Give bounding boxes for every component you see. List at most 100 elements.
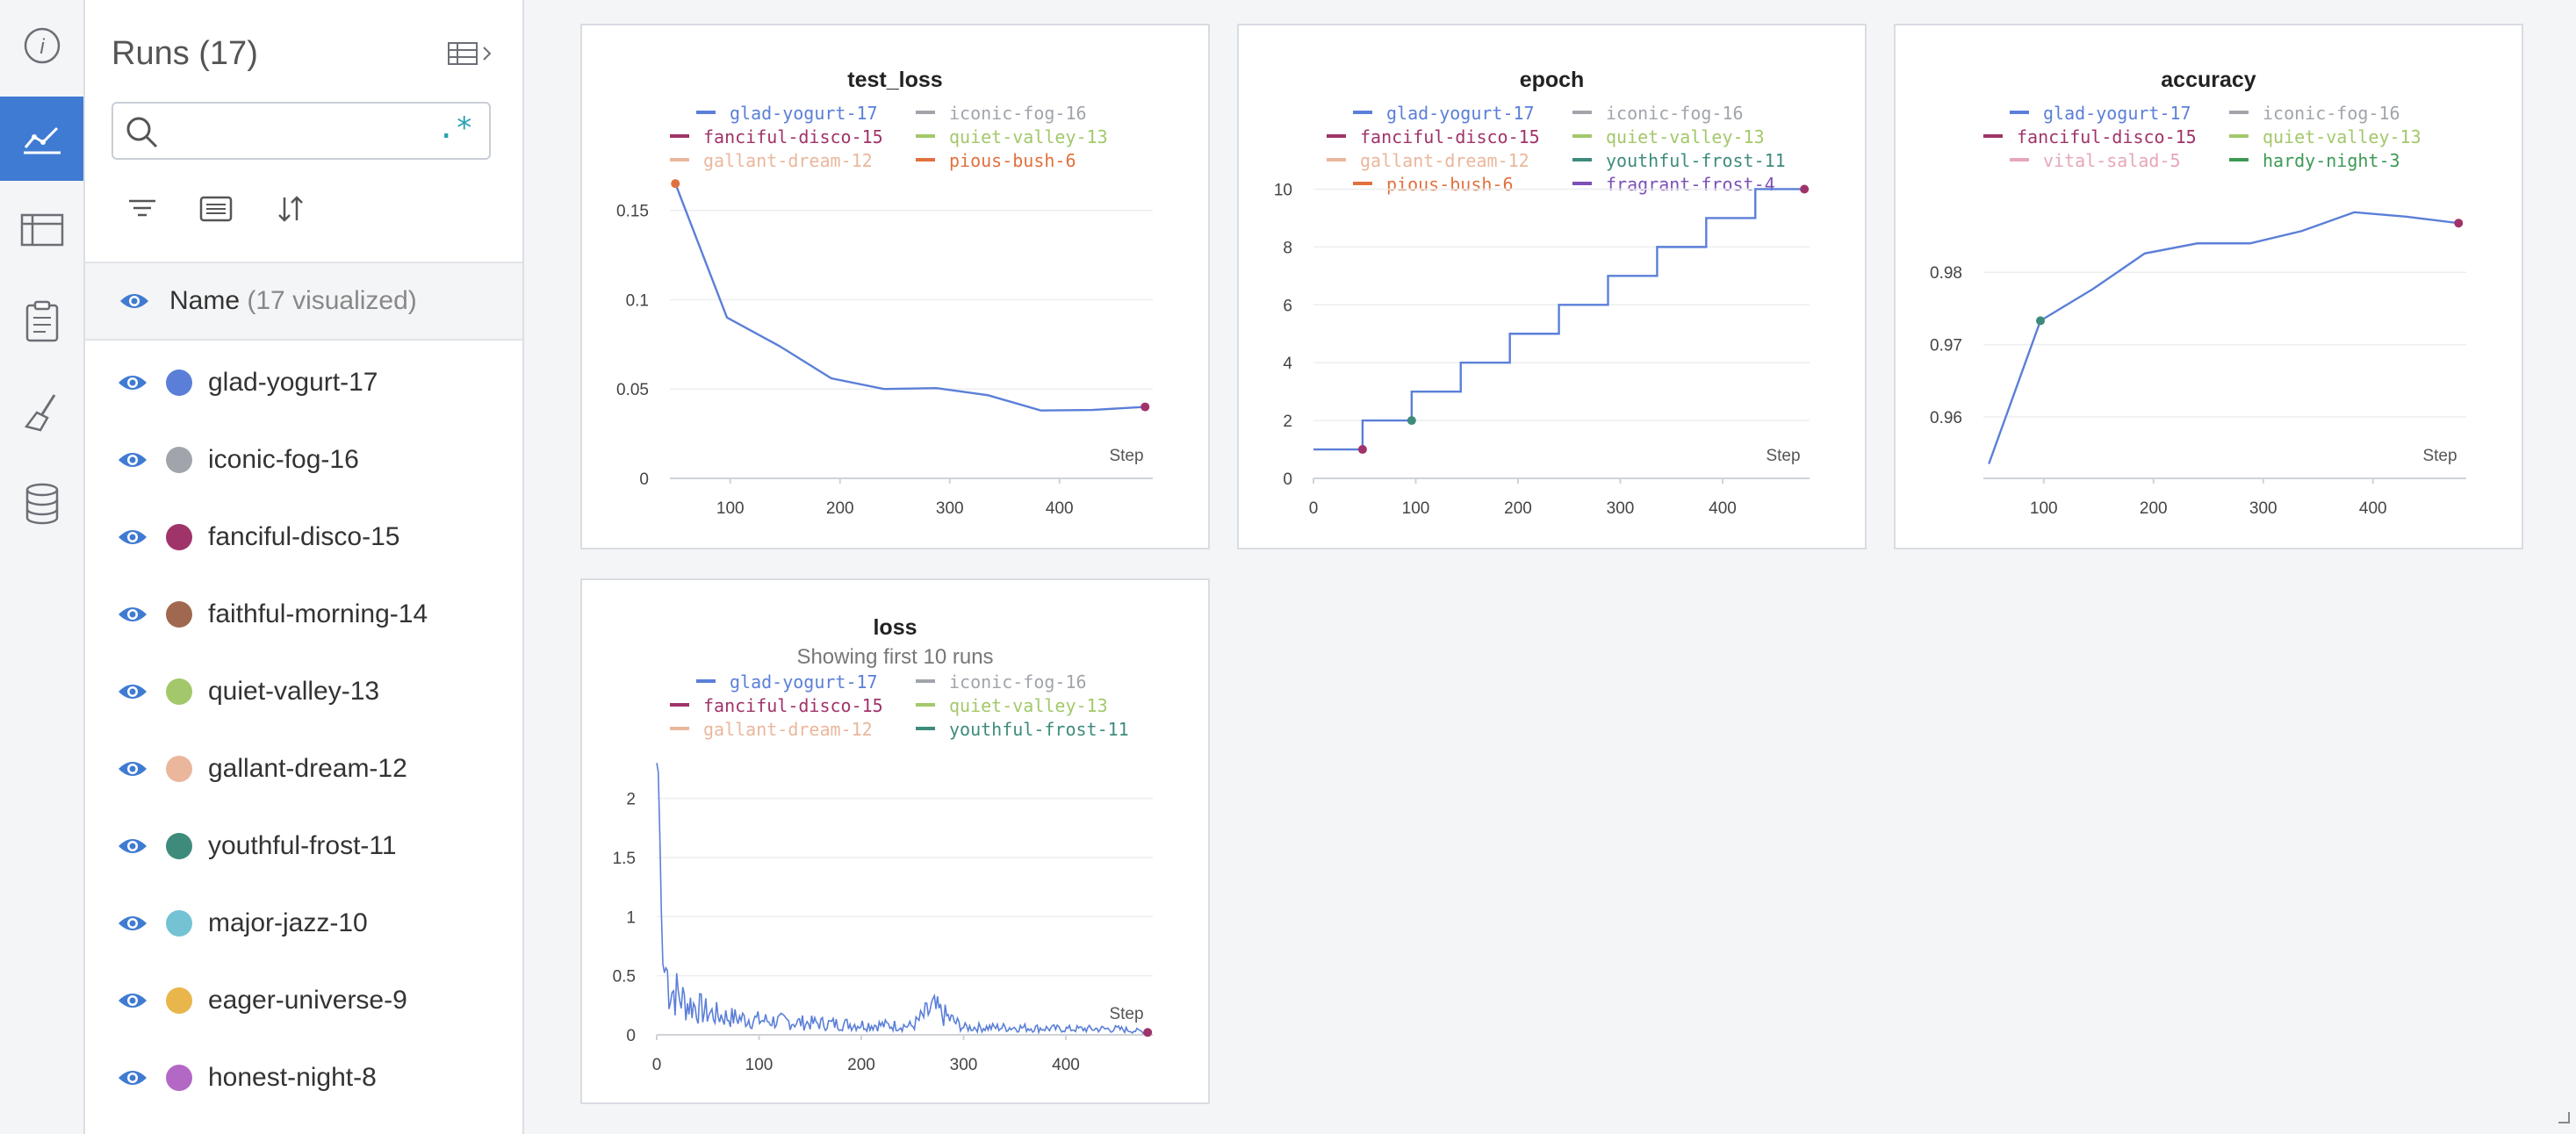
eye-icon[interactable] bbox=[119, 291, 150, 312]
legend-item[interactable]: fanciful-disco-15 bbox=[670, 695, 883, 716]
legend-item[interactable]: iconic-fog-16 bbox=[2229, 103, 2400, 124]
run-color-dot[interactable] bbox=[166, 524, 192, 550]
x-tick-label: 0 bbox=[1309, 499, 1319, 518]
group-list-icon[interactable] bbox=[199, 190, 233, 228]
run-row[interactable]: quiet-valley-13 bbox=[85, 653, 522, 730]
run-row[interactable]: honest-night-8 bbox=[85, 1039, 522, 1116]
y-tick-label: 0.96 bbox=[1930, 409, 1962, 427]
run-name[interactable]: eager-universe-9 bbox=[208, 986, 407, 1015]
data-point[interactable] bbox=[1407, 416, 1416, 426]
legend-item[interactable]: quiet-valley-13 bbox=[2229, 126, 2421, 147]
database-icon[interactable] bbox=[0, 462, 83, 546]
run-name[interactable]: gallant-dream-12 bbox=[208, 754, 407, 783]
run-color-dot[interactable] bbox=[166, 370, 192, 396]
data-point[interactable] bbox=[671, 179, 680, 189]
series-line[interactable] bbox=[1313, 188, 1805, 451]
regex-toggle[interactable]: .* bbox=[437, 111, 473, 146]
eye-icon[interactable] bbox=[117, 758, 148, 779]
expand-table-icon[interactable] bbox=[447, 40, 494, 71]
run-row[interactable]: faithful-morning-14 bbox=[85, 576, 522, 653]
run-name[interactable]: iconic-fog-16 bbox=[208, 445, 359, 474]
eye-icon[interactable] bbox=[117, 1067, 148, 1088]
data-point[interactable] bbox=[1357, 445, 1367, 455]
panel-loss: loss Showing first 10 runs glad-yogurt-17 i… bbox=[580, 578, 1210, 1104]
legend-item[interactable]: pious-bush-6 bbox=[916, 150, 1076, 171]
run-name[interactable]: glad-yogurt-17 bbox=[208, 368, 378, 397]
panel-subtitle: Showing first 10 runs bbox=[796, 645, 994, 669]
legend-item[interactable]: glad-yogurt-17 bbox=[696, 103, 878, 124]
legend-item[interactable]: fanciful-disco-15 bbox=[1983, 126, 2197, 147]
legend-item[interactable]: fragrant-frost-4 bbox=[1572, 174, 1775, 195]
legend-item[interactable]: gallant-dream-12 bbox=[670, 719, 873, 740]
legend-item[interactable]: youthful-frost-11 bbox=[916, 719, 1129, 740]
eye-icon[interactable] bbox=[117, 604, 148, 625]
legend-item[interactable]: glad-yogurt-17 bbox=[1353, 103, 1535, 124]
data-point[interactable] bbox=[1800, 184, 1810, 194]
series-line[interactable] bbox=[1988, 211, 2459, 464]
legend-item[interactable]: iconic-fog-16 bbox=[916, 671, 1087, 693]
run-color-dot[interactable] bbox=[166, 987, 192, 1014]
data-point[interactable] bbox=[2036, 316, 2045, 326]
data-point[interactable] bbox=[1143, 1028, 1153, 1037]
run-color-dot[interactable] bbox=[166, 833, 192, 859]
run-search-input[interactable] bbox=[166, 112, 433, 151]
legend-item[interactable]: hardy-night-3 bbox=[2229, 150, 2400, 171]
series-line[interactable] bbox=[656, 763, 1148, 1035]
run-row[interactable]: glad-yogurt-17 bbox=[85, 344, 522, 421]
run-color-dot[interactable] bbox=[166, 1065, 192, 1091]
run-name[interactable]: faithful-morning-14 bbox=[208, 599, 428, 628]
name-column-header[interactable]: Name (17 visualized) bbox=[169, 286, 417, 315]
eye-icon[interactable] bbox=[117, 913, 148, 934]
eye-icon[interactable] bbox=[117, 836, 148, 857]
run-color-dot[interactable] bbox=[166, 756, 192, 782]
legend-item[interactable]: youthful-frost-11 bbox=[1572, 150, 1786, 171]
eye-icon[interactable] bbox=[117, 681, 148, 702]
run-color-dot[interactable] bbox=[166, 447, 192, 473]
legend-item[interactable]: quiet-valley-13 bbox=[916, 126, 1108, 147]
filter-icon[interactable] bbox=[127, 190, 157, 228]
data-point[interactable] bbox=[2454, 219, 2464, 228]
legend-item[interactable]: quiet-valley-13 bbox=[1572, 126, 1765, 147]
run-name[interactable]: youthful-frost-11 bbox=[208, 831, 397, 860]
eye-icon[interactable] bbox=[117, 372, 148, 393]
run-row[interactable]: youthful-frost-11 bbox=[85, 807, 522, 885]
info-icon[interactable]: i bbox=[0, 4, 83, 88]
legend-item[interactable]: glad-yogurt-17 bbox=[696, 671, 878, 693]
charts-icon[interactable] bbox=[0, 97, 83, 181]
run-name[interactable]: honest-night-8 bbox=[208, 1063, 377, 1092]
run-name[interactable]: major-jazz-10 bbox=[208, 908, 368, 937]
table-icon[interactable] bbox=[0, 188, 83, 272]
legend-item[interactable]: pious-bush-6 bbox=[1353, 174, 1514, 195]
legend-item[interactable]: gallant-dream-12 bbox=[1327, 150, 1529, 171]
run-row[interactable]: gallant-dream-12 bbox=[85, 730, 522, 807]
legend-item[interactable]: glad-yogurt-17 bbox=[2010, 103, 2191, 124]
legend-item[interactable]: iconic-fog-16 bbox=[916, 103, 1087, 124]
run-row[interactable]: eager-universe-9 bbox=[85, 962, 522, 1039]
legend-item[interactable]: quiet-valley-13 bbox=[916, 695, 1108, 716]
run-color-dot[interactable] bbox=[166, 601, 192, 628]
run-name[interactable]: quiet-valley-13 bbox=[208, 677, 380, 706]
legend-item[interactable]: iconic-fog-16 bbox=[1572, 103, 1744, 124]
legend-swatch bbox=[1572, 157, 1592, 161]
sweep-brush-icon[interactable] bbox=[0, 370, 83, 455]
run-name[interactable]: fanciful-disco-15 bbox=[208, 522, 400, 551]
eye-icon[interactable] bbox=[117, 527, 148, 548]
clipboard-icon[interactable] bbox=[0, 279, 83, 363]
run-color-dot[interactable] bbox=[166, 910, 192, 937]
legend-item[interactable]: fanciful-disco-15 bbox=[1327, 126, 1540, 147]
legend-item[interactable]: fanciful-disco-15 bbox=[670, 126, 883, 147]
run-row[interactable]: iconic-fog-16 bbox=[85, 421, 522, 499]
legend-item[interactable]: vital-salad-5 bbox=[2010, 150, 2181, 171]
run-color-dot[interactable] bbox=[166, 678, 192, 705]
run-row[interactable]: major-jazz-10 bbox=[85, 885, 522, 962]
eye-icon[interactable] bbox=[117, 990, 148, 1011]
run-row[interactable]: fanciful-disco-15 bbox=[85, 499, 522, 576]
series-line[interactable] bbox=[674, 183, 1146, 412]
legend-label: fragrant-frost-4 bbox=[1606, 174, 1775, 195]
data-point[interactable] bbox=[1140, 402, 1150, 412]
resize-handle-icon[interactable] bbox=[2555, 1109, 2571, 1129]
legend-swatch bbox=[916, 678, 935, 683]
sort-icon[interactable] bbox=[277, 190, 305, 228]
legend-item[interactable]: gallant-dream-12 bbox=[670, 150, 873, 171]
eye-icon[interactable] bbox=[117, 449, 148, 470]
